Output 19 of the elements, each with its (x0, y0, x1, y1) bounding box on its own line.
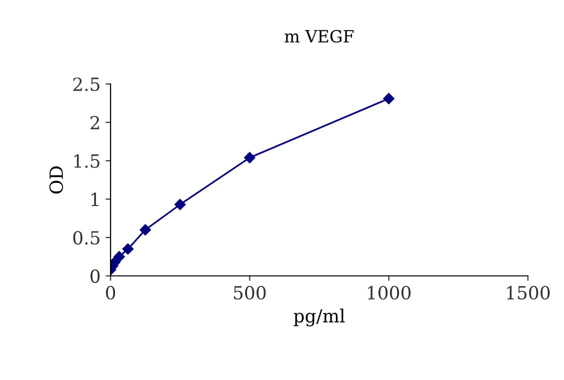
x-tick-label: 1000 (368, 286, 411, 300)
x-tick-label: 0 (106, 286, 116, 300)
point (244, 152, 256, 164)
point (114, 251, 125, 262)
x-axis-title: pg/ml (294, 308, 345, 326)
chart-title: m VEGF (284, 30, 354, 43)
point (174, 198, 186, 210)
y-tick-label: 0.5 (73, 230, 100, 245)
x-tick-label: 1500 (507, 286, 550, 300)
x-tick-label: 500 (234, 286, 266, 300)
y-tick-label: 2.5 (73, 77, 100, 92)
y-axis-title: OD (49, 166, 64, 194)
y-tick-label: 2 (90, 116, 100, 130)
point (140, 224, 151, 236)
y-tick-label: 1 (92, 192, 98, 206)
y-tick-label: 1.5 (74, 154, 100, 168)
point (122, 243, 134, 255)
y-tick-label: 0 (90, 269, 100, 283)
point (383, 92, 394, 104)
